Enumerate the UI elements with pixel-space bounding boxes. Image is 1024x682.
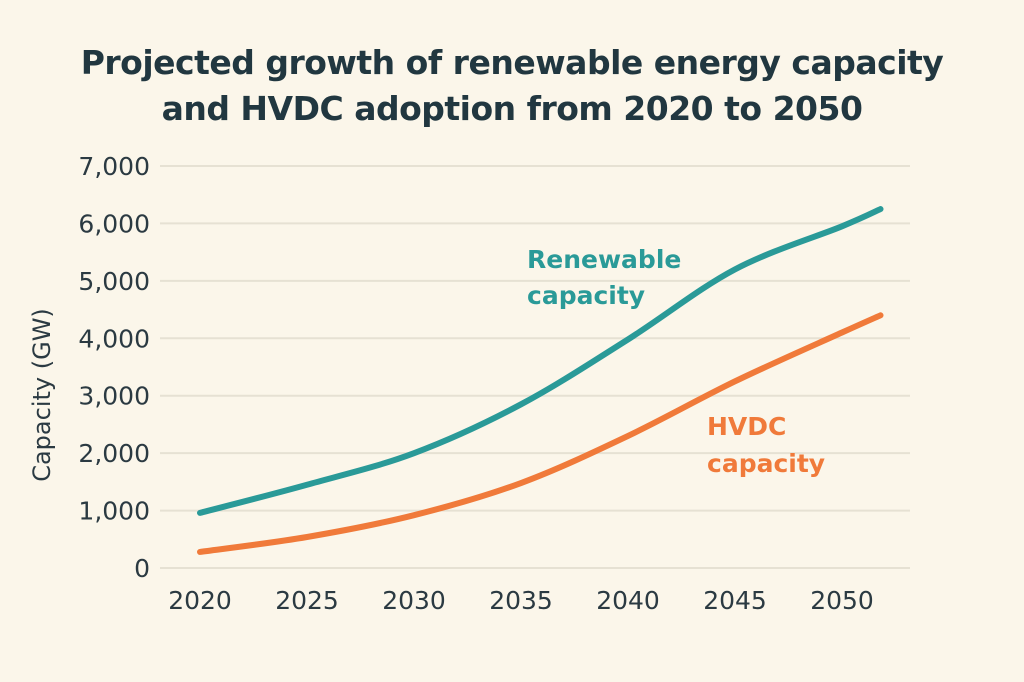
series-label-renewable-line-2: capacity (527, 281, 645, 310)
y-tick-labels: 0 1,000 2,000 3,000 4,000 5,000 6,000 7,000 (78, 152, 150, 583)
y-tick-label: 2,000 (78, 439, 150, 468)
series-label-hvdc-line-1: HVDC (707, 412, 786, 441)
series-label-hvdc: HVDC capacity (707, 412, 825, 478)
series-lines (197, 206, 884, 555)
x-tick-label: 2040 (596, 586, 660, 615)
series-label-renewable-line-1: Renewable (527, 245, 681, 274)
x-tick-label: 2050 (810, 586, 874, 615)
y-tick-label: 0 (134, 554, 150, 583)
y-tick-label: 4,000 (78, 324, 150, 353)
title-line-1: Projected growth of renewable energy cap… (80, 43, 944, 82)
x-tick-label: 2030 (382, 586, 446, 615)
chart-title: Projected growth of renewable energy cap… (0, 40, 1024, 132)
series-label-renewable: Renewable capacity (527, 245, 690, 310)
x-tick-label: 2025 (275, 586, 339, 615)
series-line-hvdc (197, 312, 884, 555)
x-tick-label: 2045 (703, 586, 767, 615)
series-label-hvdc-line-2: capacity (707, 449, 825, 478)
y-tick-label: 5,000 (78, 267, 150, 296)
title-line-2: and HVDC adoption from 2020 to 2050 (161, 89, 863, 128)
x-tick-labels: 2020 2025 2030 2035 2040 2045 2050 (168, 586, 874, 615)
series-line-renewable (197, 206, 884, 516)
grid (160, 165, 910, 569)
y-tick-label: 7,000 (78, 152, 150, 181)
y-tick-label: 6,000 (78, 209, 150, 238)
y-tick-label: 3,000 (78, 382, 150, 411)
y-axis-label: Capacity (GW) (28, 308, 56, 482)
x-tick-label: 2035 (489, 586, 553, 615)
y-tick-label: 1,000 (78, 497, 150, 526)
x-tick-label: 2020 (168, 586, 232, 615)
